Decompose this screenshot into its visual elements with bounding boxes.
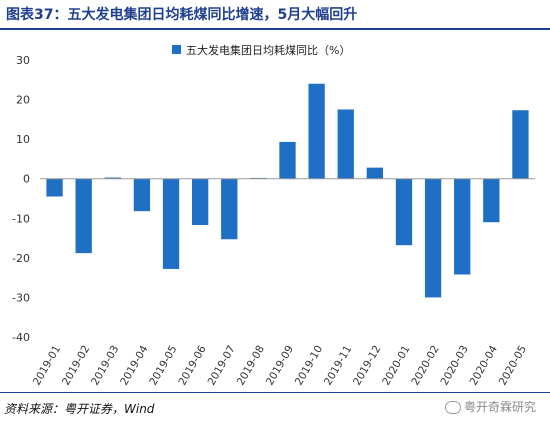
bar-2019-07 — [221, 178, 238, 240]
legend-swatch — [172, 45, 181, 54]
bar-2020-03 — [454, 178, 471, 275]
x-tick-label: 2019-04 — [118, 343, 150, 387]
watermark: 粤开奇霖研究 — [444, 398, 536, 415]
bar-2020-01 — [395, 178, 413, 246]
y-tick-label: 20 — [16, 94, 30, 107]
bar-chart: 五大发电集团日均耗煤同比（%） 30 20 10 0 -10 -20 -30 -40 2019… — [12, 43, 535, 388]
y-tick-label: 30 — [16, 54, 30, 67]
chart-title: 图表37：五大发电集团日均耗煤同比增速，5月大幅回升 — [6, 7, 358, 23]
title-bar: 图表37：五大发电集团日均耗煤同比增速，5月大幅回升 — [0, 0, 550, 30]
legend-label: 五大发电集团日均耗煤同比（%） — [186, 43, 350, 57]
bar-2019-12 — [366, 167, 384, 179]
bar-2019-05 — [162, 178, 180, 269]
source-note: 资料来源：粤开证券，Wind — [4, 402, 155, 416]
x-tick-label: 2019-03 — [89, 344, 121, 388]
x-tick-label: 2019-05 — [147, 344, 179, 388]
bar-2019-04 — [133, 178, 151, 212]
bar-2020-02 — [424, 178, 442, 298]
bar-2019-03 — [104, 177, 121, 179]
y-tick-label: -30 — [12, 291, 30, 304]
x-tick-label: 2020-01 — [380, 344, 412, 388]
bar-2019-01 — [46, 178, 63, 197]
x-tick-label: 2020-03 — [438, 344, 470, 388]
bar-2020-05 — [512, 110, 529, 179]
x-tick-label: 2020-04 — [468, 343, 500, 387]
x-tick-label: 2019-12 — [351, 344, 383, 388]
y-tick-label: -20 — [12, 252, 30, 265]
x-tick-label: 2019-01 — [31, 344, 63, 388]
bar-2019-06 — [191, 178, 209, 226]
wechat-icon — [444, 401, 461, 414]
x-tick-label: 2019-02 — [60, 344, 92, 388]
y-tick-label: 10 — [16, 133, 30, 146]
bar-2020-04 — [483, 178, 500, 223]
chart-legend: 五大发电集团日均耗煤同比（%） — [172, 43, 350, 57]
x-tick-label: 2020-05 — [497, 344, 529, 388]
bars — [46, 83, 529, 298]
x-tick-label: 2019-07 — [206, 344, 238, 388]
x-tick-label: 2019-06 — [176, 343, 208, 387]
y-tick-label: -40 — [12, 331, 30, 344]
x-tick-label: 2019-09 — [264, 344, 296, 388]
y-axis: 30 20 10 0 -10 -20 -30 -40 — [12, 54, 30, 344]
y-tick-label: 0 — [23, 173, 30, 186]
y-tick-label: -10 — [12, 212, 30, 225]
x-tick-label: 2019-10 — [293, 344, 325, 388]
x-tick-label: 2019-11 — [322, 344, 354, 388]
x-tick-label: 2019-08 — [235, 344, 267, 388]
bar-2019-11 — [337, 109, 354, 179]
bar-2019-02 — [75, 178, 92, 254]
x-tick-label: 2020-02 — [409, 344, 441, 388]
watermark-text: 粤开奇霖研究 — [463, 400, 536, 414]
bar-2019-09 — [279, 141, 296, 179]
bar-2019-10 — [308, 83, 325, 179]
footer-divider — [0, 392, 550, 393]
